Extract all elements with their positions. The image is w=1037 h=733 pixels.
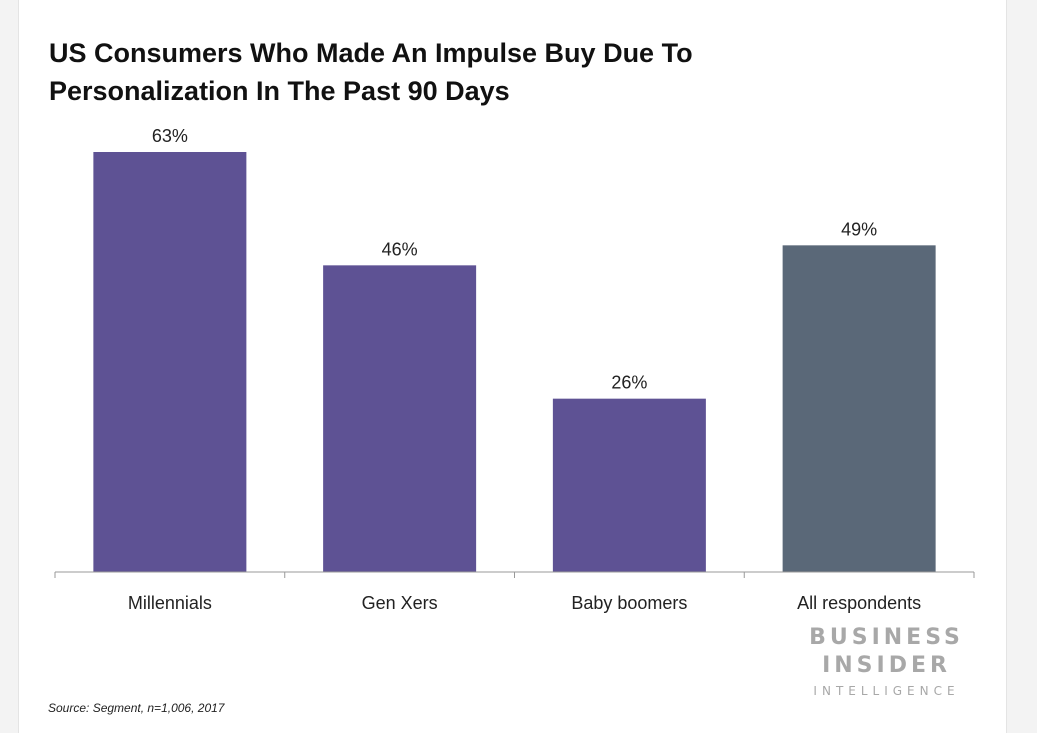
category-label-baby-boomers: Baby boomers bbox=[571, 593, 687, 613]
chart-card: US Consumers Who Made An Impulse Buy Due… bbox=[18, 0, 1007, 733]
chart-title-line-1: US Consumers Who Made An Impulse Buy Due… bbox=[49, 38, 693, 68]
data-label-baby-boomers: 26% bbox=[611, 373, 647, 393]
chart-title: US Consumers Who Made An Impulse Buy Due… bbox=[49, 34, 849, 110]
bar-chart: 63% 46% 26% 49% Millennials Gen Xers Baby boo… bbox=[54, 126, 975, 613]
business-insider-logo: BUSINESS INSIDER INTELLIGENCE bbox=[799, 624, 974, 700]
category-label-millennials: Millennials bbox=[128, 593, 212, 613]
data-label-gen-xers: 46% bbox=[382, 239, 418, 259]
x-axis: Millennials Gen Xers Baby boomers All respo… bbox=[54, 571, 975, 613]
category-label-all-respondents: All respondents bbox=[797, 593, 921, 613]
data-label-millennials: 63% bbox=[152, 126, 188, 146]
brand-line-3: INTELLIGENCE bbox=[813, 684, 960, 698]
data-label-all-respondents: 49% bbox=[841, 219, 877, 239]
category-label-gen-xers: Gen Xers bbox=[362, 593, 438, 613]
bar-baby-boomers bbox=[552, 398, 706, 572]
brand-line-2: INSIDER bbox=[822, 653, 951, 678]
bars-layer: 63% 46% 26% 49% bbox=[93, 126, 936, 573]
chart-title-line-2: Personalization In The Past 90 Days bbox=[49, 76, 510, 106]
bar-gen-xers bbox=[323, 265, 477, 572]
brand-line-1: BUSINESS bbox=[809, 625, 964, 650]
bar-all-respondents bbox=[782, 245, 936, 573]
source-note: Source: Segment, n=1,006, 2017 bbox=[48, 701, 225, 715]
bar-millennials bbox=[93, 152, 247, 572]
